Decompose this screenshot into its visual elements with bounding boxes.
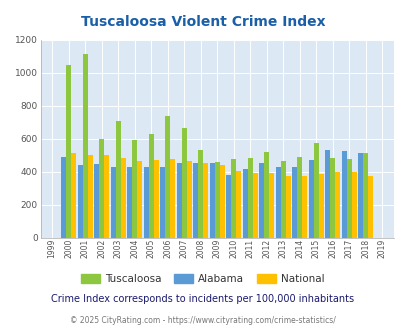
Bar (362, 153, 367, 238)
Bar (358, 153, 362, 238)
Bar (111, 167, 115, 238)
Bar (318, 174, 323, 238)
Bar (301, 176, 307, 238)
Bar (170, 159, 175, 238)
Bar (296, 157, 301, 238)
Bar (99, 139, 104, 238)
Bar (202, 163, 208, 238)
Bar (148, 135, 153, 238)
Text: Tuscaloosa Violent Crime Index: Tuscaloosa Violent Crime Index (81, 15, 324, 29)
Bar (341, 151, 346, 238)
Bar (367, 176, 372, 238)
Bar (193, 163, 198, 238)
Bar (127, 168, 132, 238)
Bar (329, 158, 335, 238)
Bar (252, 173, 257, 238)
Text: Crime Index corresponds to incidents per 100,000 inhabitants: Crime Index corresponds to incidents per… (51, 294, 354, 304)
Bar (165, 116, 170, 238)
Bar (83, 54, 87, 238)
Bar (160, 168, 165, 238)
Bar (115, 121, 120, 238)
Bar (247, 158, 252, 238)
Bar (264, 152, 269, 238)
Bar (209, 163, 214, 238)
Bar (181, 128, 186, 238)
Bar (143, 167, 148, 238)
Bar (61, 157, 66, 238)
Bar (351, 172, 356, 238)
Bar (236, 171, 241, 238)
Bar (280, 161, 285, 238)
Bar (231, 159, 236, 238)
Bar (71, 153, 76, 238)
Bar (66, 65, 71, 238)
Bar (285, 176, 290, 238)
Bar (313, 143, 318, 238)
Bar (77, 165, 83, 238)
Bar (259, 163, 264, 238)
Bar (120, 158, 125, 238)
Bar (87, 155, 92, 238)
Bar (176, 163, 181, 238)
Bar (132, 140, 137, 238)
Bar (198, 150, 202, 238)
Bar (275, 168, 280, 238)
Bar (104, 155, 109, 238)
Bar (335, 172, 339, 238)
Bar (219, 165, 224, 238)
Bar (346, 159, 351, 238)
Bar (94, 164, 99, 238)
Bar (242, 169, 247, 238)
Bar (186, 161, 191, 238)
Text: © 2025 CityRating.com - https://www.cityrating.com/crime-statistics/: © 2025 CityRating.com - https://www.city… (70, 315, 335, 325)
Bar (324, 150, 329, 238)
Legend: Tuscaloosa, Alabama, National: Tuscaloosa, Alabama, National (78, 271, 327, 287)
Bar (269, 173, 273, 238)
Bar (226, 175, 231, 238)
Bar (308, 160, 313, 238)
Bar (292, 167, 296, 238)
Bar (137, 161, 142, 238)
Bar (214, 162, 219, 238)
Bar (153, 160, 158, 238)
